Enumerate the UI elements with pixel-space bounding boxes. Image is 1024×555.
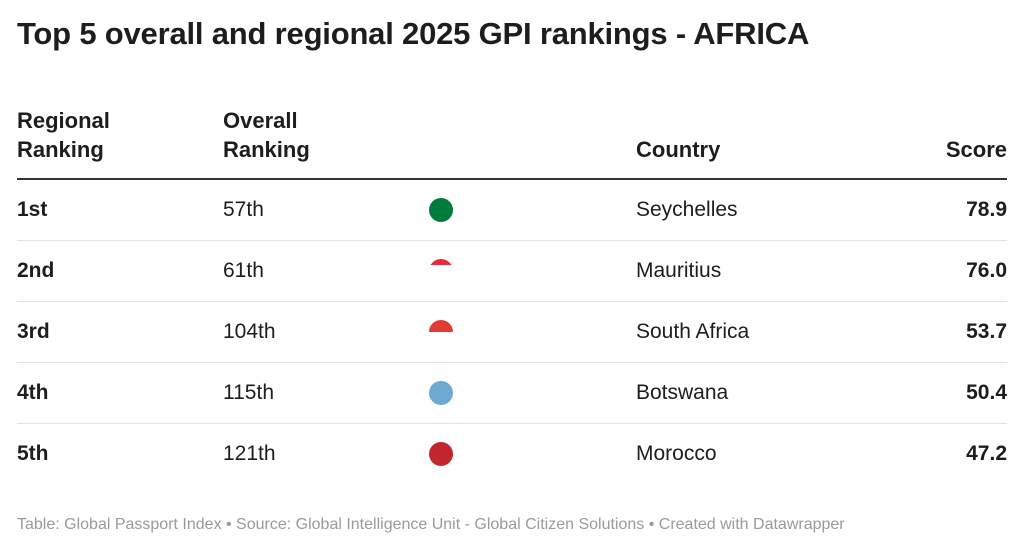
column-header: Score <box>945 137 1007 162</box>
country: Botswana <box>636 381 729 404</box>
title: Top 5 overall and regional 2025 GPI rank… <box>17 16 810 51</box>
score: 47.2 <box>966 442 1007 465</box>
table-row: 2nd 61th Mauritius 76.0 <box>17 241 1007 302</box>
table-row: 4th 115th Botswana 50.4 <box>17 363 1007 424</box>
table-header: Regional Ranking Overall Ranking Country… <box>17 104 1007 180</box>
country: Seychelles <box>636 198 738 221</box>
score: 76.0 <box>966 259 1007 282</box>
table-row: 1st 57th Seychelles 78.9 <box>17 180 1007 241</box>
flag-icon <box>429 442 453 466</box>
overall-ranking: 57th <box>223 198 264 221</box>
overall-ranking: 121th <box>223 442 276 465</box>
flag-icon <box>429 381 453 405</box>
regional-ranking: 5th <box>17 442 49 465</box>
country: South Africa <box>636 320 750 343</box>
column-header: Regional Ranking <box>17 108 110 162</box>
column-header: Overall Ranking <box>223 108 310 162</box>
regional-ranking: 3rd <box>17 320 50 343</box>
column-header: Country <box>636 137 721 162</box>
flag-icon <box>429 259 453 265</box>
country: Mauritius <box>636 259 722 282</box>
score: 50.4 <box>966 381 1007 404</box>
regional-ranking: 4th <box>17 381 49 404</box>
overall-ranking: 61th <box>223 259 264 282</box>
overall-ranking: 104th <box>223 320 276 343</box>
flag-icon <box>429 320 453 332</box>
score: 78.9 <box>966 198 1007 221</box>
footer: Table: Global Passport Index • Source: G… <box>17 516 845 533</box>
table-row: 3rd 104th South Africa 53.7 <box>17 302 1007 363</box>
score: 53.7 <box>966 320 1007 343</box>
table-row: 5th 121th Morocco 47.2 <box>17 424 1007 484</box>
regional-ranking: 1st <box>17 198 48 221</box>
regional-ranking: 2nd <box>17 259 55 282</box>
country: Morocco <box>636 442 717 465</box>
flag-icon <box>429 198 453 222</box>
overall-ranking: 115th <box>223 381 274 404</box>
